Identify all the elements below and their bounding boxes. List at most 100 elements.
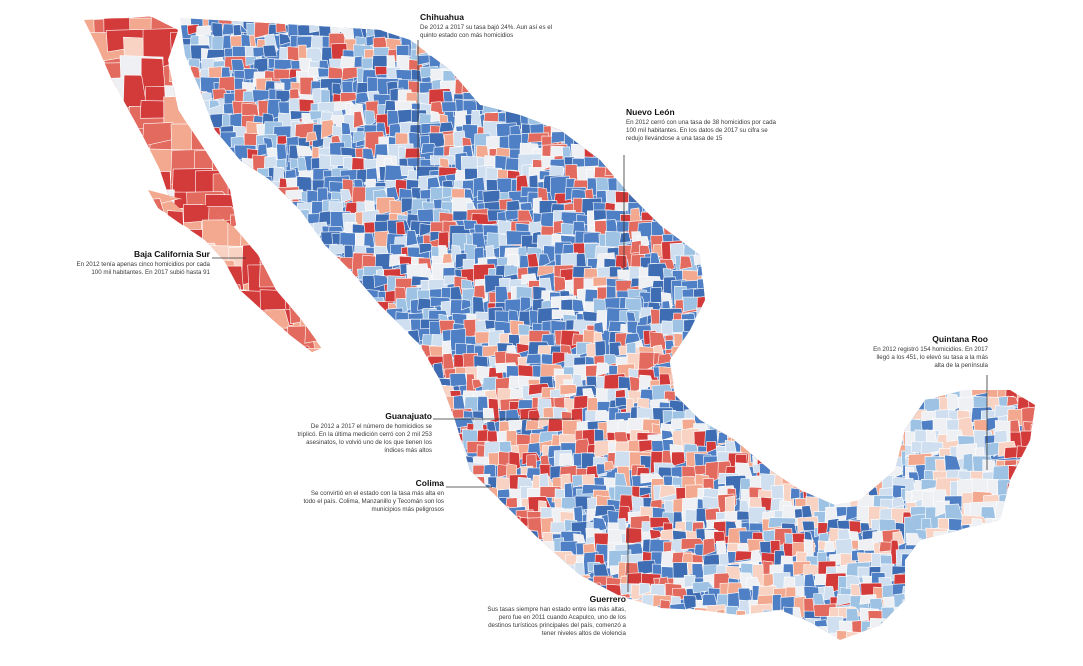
municipality-cell [892,284,904,309]
municipality-cell [339,626,367,640]
municipality-cell [637,22,660,49]
municipality-cell [662,87,689,98]
municipality-cell [859,23,872,34]
municipality-cell [218,355,236,381]
municipality-cell [233,307,255,334]
municipality-cell [802,141,817,153]
municipality-cell [264,395,289,417]
municipality-cell [440,520,456,546]
municipality-cell [197,452,213,477]
municipality-cell [746,409,774,422]
municipality-cell [471,378,483,390]
municipality-cell [342,268,353,291]
municipality-cell [824,18,848,36]
municipality-cell [309,290,320,304]
municipality-cell [651,35,678,54]
municipality-cell [785,345,797,366]
municipality-cell [761,301,773,319]
municipality-cell [218,76,237,91]
municipality-cell [701,324,724,351]
municipality-cell [265,629,281,640]
municipality-cell [198,365,222,393]
municipality-cell [892,269,920,285]
municipality-cell [878,18,898,32]
municipality-cell [253,229,280,243]
municipality-cell [692,178,711,195]
municipality-cell [593,135,619,153]
municipality-cell [253,617,274,640]
municipality-cell [463,495,475,509]
municipality-cell [882,400,898,426]
municipality-cell [189,376,204,399]
municipality-cell [652,147,665,165]
municipality-cell [438,528,465,540]
municipality-cell [781,376,804,398]
municipality-cell [465,626,476,640]
municipality-cell [671,376,694,388]
municipality-cell [686,373,713,392]
municipality-cell [763,419,788,433]
municipality-cell [571,641,596,659]
municipality-cell [95,163,128,196]
municipality-cell [861,60,890,88]
municipality-cell [718,169,744,192]
municipality-cell [376,461,400,480]
municipality-cell [769,288,784,313]
municipality-cell [878,279,898,294]
municipality-cell [793,145,817,171]
municipality-cell [740,429,761,449]
municipality-cell [904,134,920,155]
municipality-cell [256,175,274,199]
municipality-cell [814,27,827,46]
municipality-cell [243,595,266,609]
municipality-cell [751,148,765,176]
municipality-cell [728,268,751,291]
municipality-cell [474,573,500,594]
municipality-cell [774,18,798,29]
municipality-cell [783,67,799,94]
municipality-cell [923,390,936,399]
municipality-cell [350,518,364,539]
municipality-cell [817,234,828,251]
municipality-cell [299,274,326,298]
municipality-cell [770,145,792,155]
municipality-cell [263,464,274,479]
municipality-cell [323,301,342,319]
municipality-cell [849,356,866,374]
municipality-cell [902,374,929,403]
municipality-cell [243,199,258,219]
municipality-cell [857,385,883,410]
municipality-cell [1016,445,1035,459]
municipality-cell [891,254,915,276]
municipality-cell [231,485,257,509]
municipality-cell [188,460,209,478]
municipality-cell [453,497,472,519]
municipality-cell [748,617,767,629]
municipality-cell [684,199,701,213]
municipality-cell [849,644,866,655]
municipality-cell [703,157,718,181]
municipality-cell [900,610,913,636]
municipality-cell [695,385,713,409]
municipality-cell [255,607,273,631]
municipality-cell [716,229,737,256]
municipality-cell [681,91,706,104]
municipality-cell [333,586,355,612]
municipality-cell [716,615,733,636]
municipality-cell [862,255,878,269]
municipality-cell [581,81,604,91]
municipality-cell [835,76,863,98]
municipality-cell [233,533,259,558]
municipality-cell [827,406,842,420]
municipality-cell [350,604,375,627]
municipality-cell [839,258,849,281]
municipality-cell [1034,410,1035,424]
municipality-cell [241,211,264,231]
municipality-cell [240,561,267,579]
municipality-cell [662,57,677,84]
municipality-cell [760,409,787,426]
municipality-cell [575,78,594,98]
municipality-cell [706,148,717,168]
municipality-cell [795,625,814,640]
municipality-cell [265,487,287,498]
